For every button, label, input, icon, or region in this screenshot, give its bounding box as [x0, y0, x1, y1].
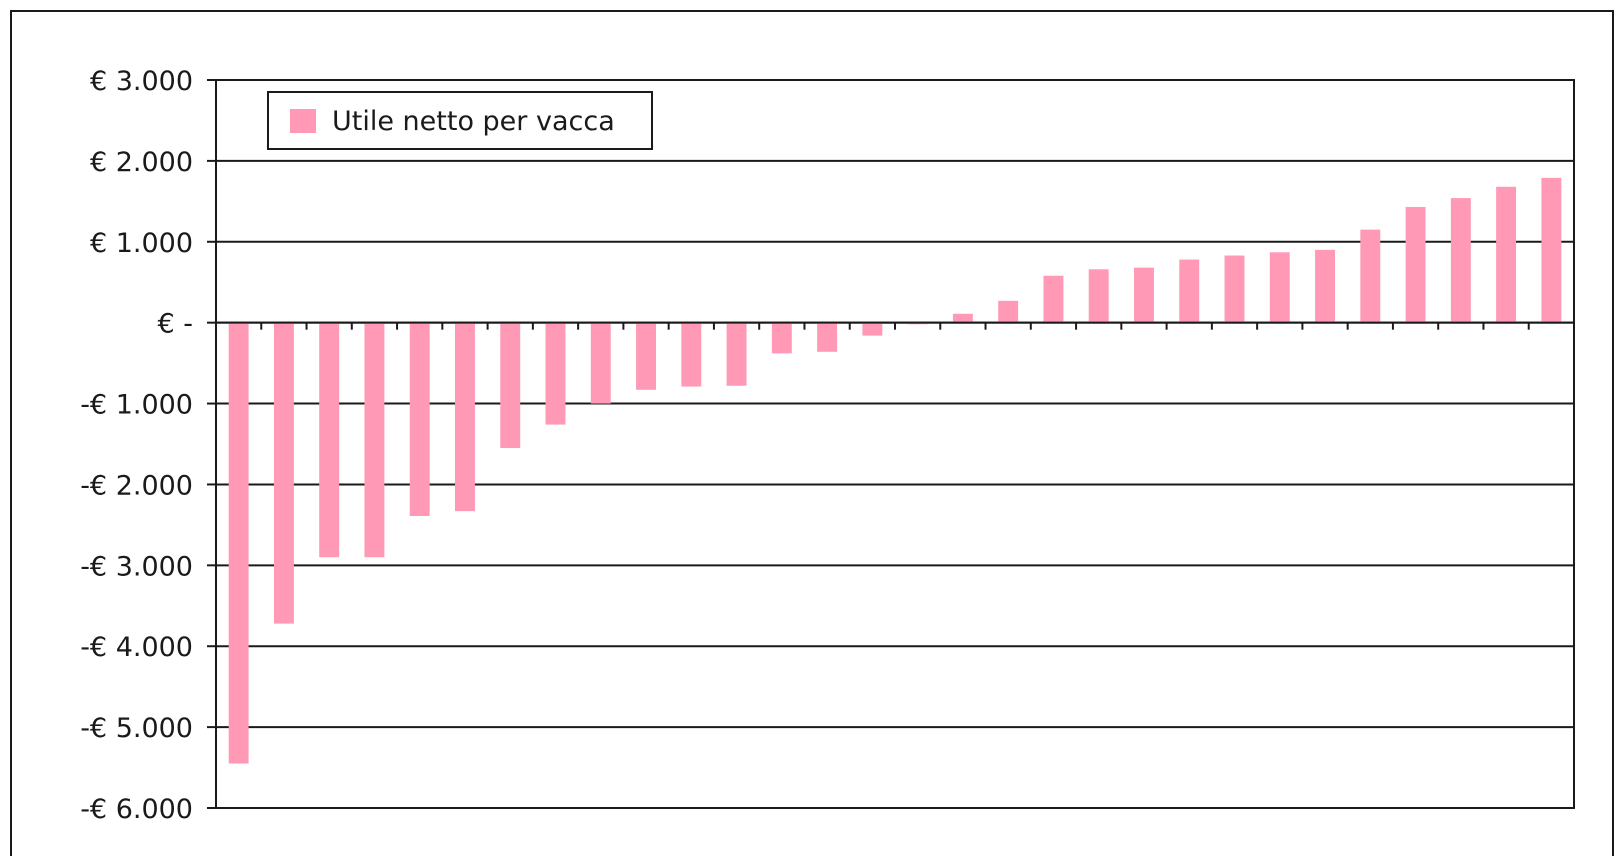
y-tick-label: -€ 3.000 — [80, 551, 193, 582]
bar — [726, 322, 747, 386]
y-tick-label: -€ 6.000 — [80, 794, 193, 825]
y-tick-label: -€ 5.000 — [80, 713, 193, 744]
legend-label: Utile netto per vacca — [332, 106, 615, 137]
y-tick-label: -€ 2.000 — [80, 470, 193, 501]
bar — [952, 313, 973, 323]
bar — [1043, 275, 1064, 323]
bar — [636, 322, 656, 390]
bar — [409, 322, 430, 516]
bar — [590, 322, 611, 404]
bar — [1541, 177, 1562, 323]
bar — [1450, 198, 1471, 323]
legend-swatch — [290, 109, 316, 133]
bar — [1269, 252, 1290, 323]
bar — [455, 322, 475, 512]
legend: Utile netto per vacca — [267, 91, 653, 150]
y-tick-label: € 2.000 — [90, 147, 193, 178]
bar — [273, 322, 294, 624]
bar — [1088, 269, 1109, 323]
bar — [998, 300, 1019, 323]
chart-frame — [10, 10, 1614, 856]
y-tick-label: € 3.000 — [90, 66, 193, 97]
bar — [1496, 186, 1517, 323]
bar — [681, 322, 702, 387]
y-tick-label: € - — [157, 309, 193, 340]
plot-area-border — [215, 79, 1575, 809]
bar — [1315, 249, 1335, 323]
bar — [1134, 267, 1154, 323]
bars — [228, 177, 1562, 764]
legend-box — [267, 91, 653, 150]
bar — [1405, 206, 1426, 323]
bar — [228, 322, 249, 764]
y-tick-label: -€ 4.000 — [80, 632, 193, 663]
bar — [1179, 259, 1200, 323]
bar — [1224, 255, 1245, 323]
bar — [1360, 229, 1381, 323]
zero-axis — [216, 321, 1574, 330]
bar — [364, 322, 385, 558]
y-tick-label: -€ 1.000 — [80, 390, 193, 421]
bar — [500, 322, 521, 449]
y-tick-label: € 1.000 — [90, 228, 193, 259]
bar — [319, 322, 340, 558]
bar — [862, 322, 883, 336]
bar — [545, 322, 566, 425]
bar — [817, 322, 838, 352]
y-axis: € 3.000 € 2.000 € 1.000 € - -€ 1.000 -€ 2.000… — [80, 66, 216, 825]
bar — [771, 322, 792, 354]
